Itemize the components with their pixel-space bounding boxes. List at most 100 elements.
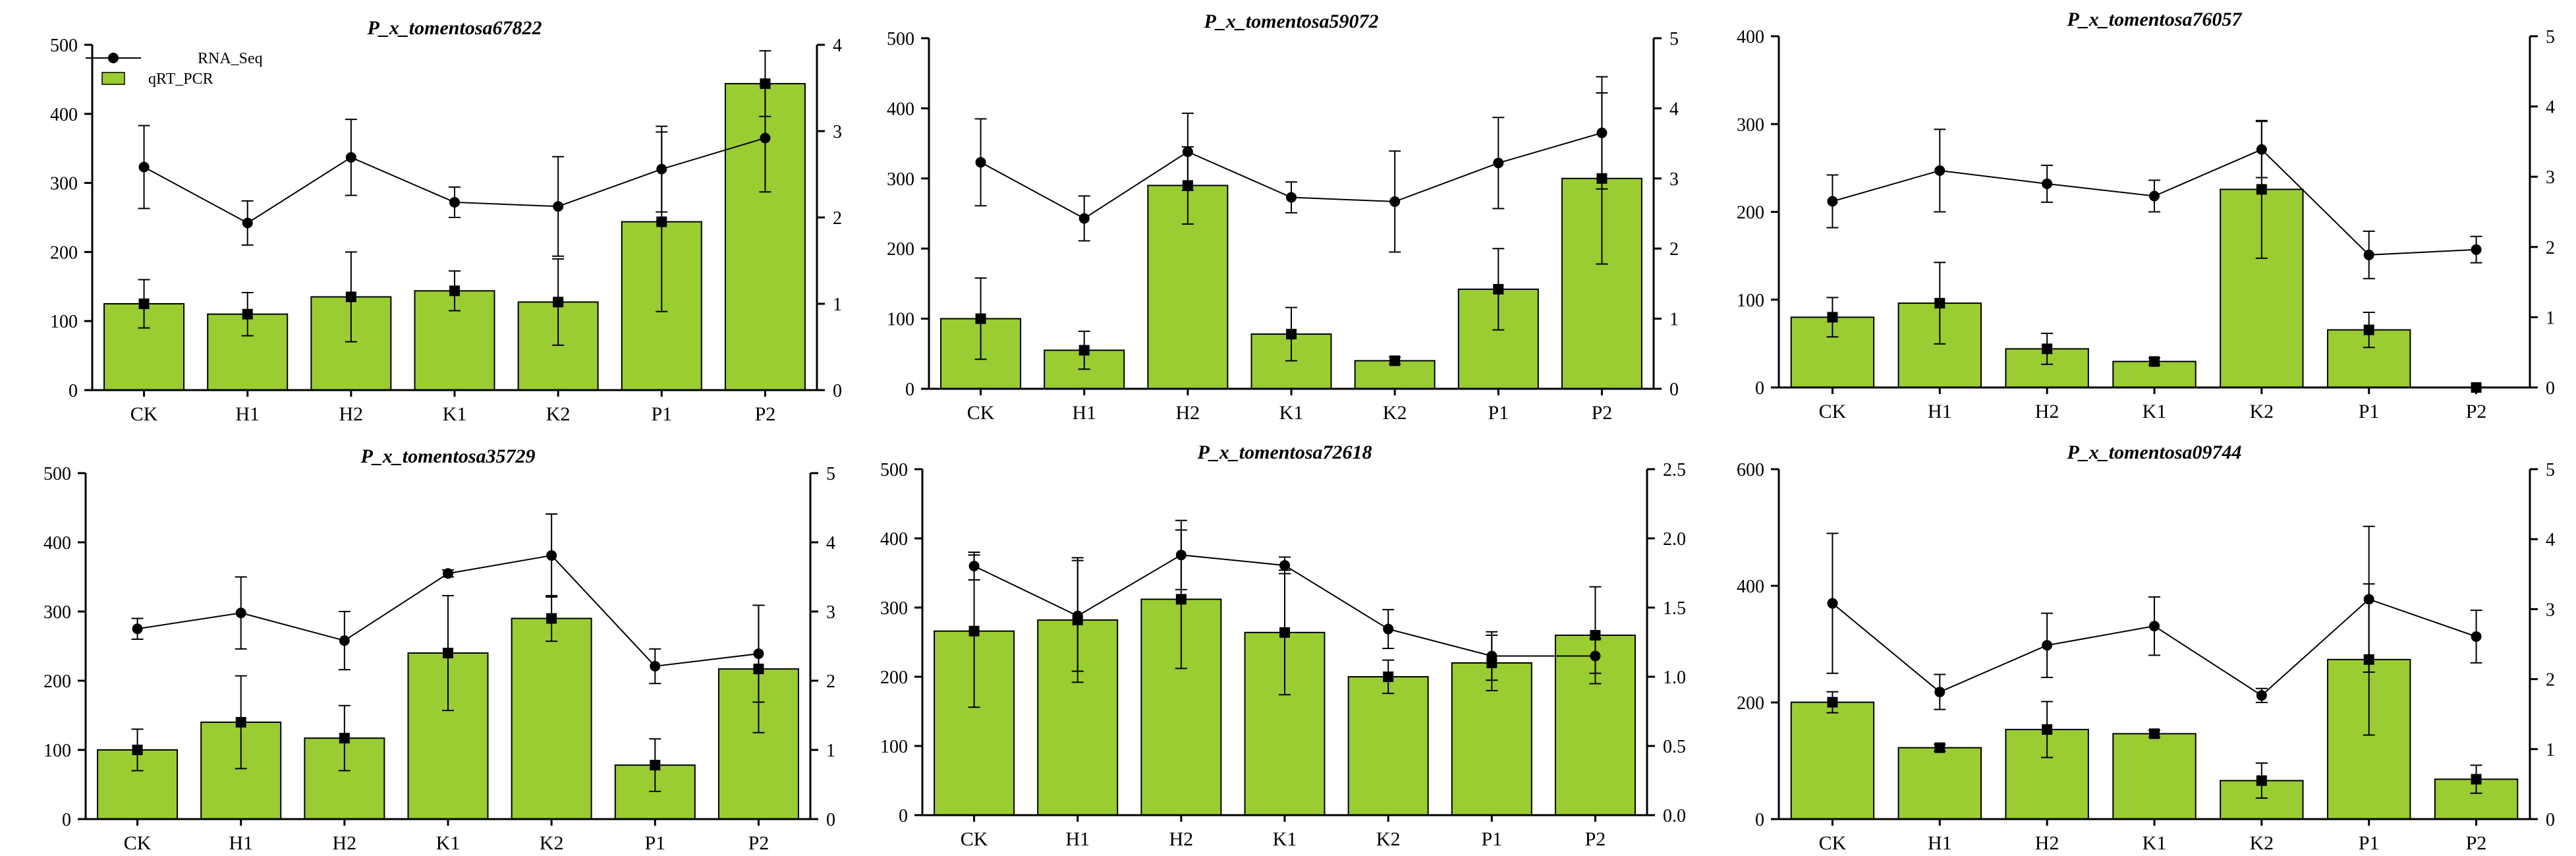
- chart-title: P_x_tomentosa67822: [366, 17, 542, 39]
- qrt-pcr-point: [2149, 356, 2160, 367]
- rna-seq-point: [1590, 650, 1601, 662]
- left-tick-label: 400: [50, 105, 78, 125]
- category-label: K2: [2250, 832, 2274, 854]
- qrt-pcr-point: [2042, 343, 2053, 355]
- rna-seq-point: [339, 635, 350, 646]
- category-label: K2: [1383, 402, 1407, 424]
- category-label: K1: [2142, 832, 2167, 854]
- right-tick-label: 0.5: [1663, 737, 1686, 757]
- qrt-pcr-point: [2149, 728, 2160, 739]
- left-tick-label: 200: [43, 671, 71, 692]
- rna-seq-point: [656, 163, 667, 175]
- right-tick-label: 2: [833, 208, 842, 229]
- rna-seq-point: [1286, 192, 1297, 203]
- category-label: P2: [2466, 832, 2487, 854]
- category-label: P2: [2466, 401, 2487, 422]
- rna-seq-point: [2149, 190, 2160, 202]
- chart-title: P_x_tomentosa59072: [1203, 11, 1378, 32]
- category-label: K1: [2142, 401, 2167, 422]
- qrt-pcr-point: [2363, 324, 2374, 335]
- rna-seq-point: [2363, 249, 2374, 260]
- category-label: CK: [130, 403, 158, 425]
- rna-seq-point: [1072, 610, 1083, 621]
- left-tick-label: 0: [905, 380, 914, 400]
- left-tick-label: 0: [62, 810, 71, 830]
- right-tick-label: 2: [826, 671, 835, 692]
- rna-seq-point: [553, 201, 564, 212]
- qrt-pcr-point: [443, 648, 453, 658]
- qrt-pcr-point: [1175, 594, 1187, 605]
- left-tick-label: 500: [50, 36, 78, 56]
- category-label: P1: [651, 403, 672, 425]
- category-label: CK: [124, 832, 152, 854]
- category-label: CK: [967, 402, 995, 424]
- category-label: P1: [644, 832, 665, 854]
- category-label: H1: [1928, 401, 1952, 422]
- rna-seq-point: [2042, 178, 2053, 189]
- qrt-pcr-bar: [511, 617, 592, 820]
- qrt-pcr-point: [1389, 355, 1401, 366]
- right-tick-label: 3: [2546, 600, 2555, 620]
- legend-bar-swatch: [101, 72, 125, 85]
- right-tick-label: 3: [2546, 167, 2555, 188]
- category-label: K1: [443, 403, 467, 425]
- qrt-pcr-bar: [2005, 729, 2089, 820]
- category-label: P2: [1585, 828, 1606, 850]
- qrt-pcr-point: [1493, 283, 1504, 295]
- category-label: P1: [1481, 828, 1502, 850]
- qrt-pcr-point: [1934, 742, 1946, 753]
- category-label: K2: [546, 403, 571, 425]
- chart-title: P_x_tomentosa72618: [1196, 442, 1372, 463]
- category-label: H2: [1169, 828, 1194, 850]
- qrt-pcr-point: [132, 745, 143, 755]
- right-tick-label: 1: [2546, 308, 2555, 328]
- category-label: H2: [2035, 832, 2059, 854]
- right-tick-label: 5: [826, 464, 835, 484]
- qrt-pcr-point: [138, 299, 150, 309]
- chart-title: P_x_tomentosa09744: [2066, 442, 2241, 463]
- rna-seq-point: [753, 648, 764, 660]
- rna-seq-point: [1389, 196, 1401, 207]
- rna-seq-point: [1383, 623, 1394, 635]
- left-tick-label: 300: [887, 169, 914, 190]
- qrt-pcr-point: [1827, 697, 1838, 708]
- chart-panel-5: P_x_tomentosa72618 0 100 200 300 400 500 0.0 0.5…: [880, 442, 1686, 850]
- right-tick-label: 0: [2546, 378, 2555, 399]
- qrt-pcr-bar: [1790, 701, 1875, 820]
- left-tick-label: 100: [43, 741, 71, 761]
- qrt-pcr-point: [1590, 630, 1601, 641]
- rna-seq-point: [1596, 127, 1608, 138]
- right-tick-label: 4: [826, 533, 835, 554]
- rna-seq-point: [1078, 213, 1090, 224]
- chart-title: P_x_tomentosa76057: [2066, 9, 2242, 30]
- qrt-pcr-bar: [1347, 676, 1429, 816]
- left-tick-label: 500: [880, 460, 908, 480]
- rna-seq-point: [138, 161, 150, 173]
- rna-seq-point: [2256, 690, 2267, 701]
- qrt-pcr-point: [1934, 298, 1946, 309]
- left-tick-label: 400: [1737, 577, 1764, 597]
- rna-seq-point: [235, 608, 246, 619]
- category-label: H1: [1065, 828, 1090, 850]
- right-tick-label: 1.5: [1663, 598, 1686, 619]
- rna-seq-point: [449, 196, 460, 208]
- right-tick-label: 0: [2546, 810, 2555, 830]
- left-tick-label: 100: [880, 737, 908, 757]
- right-tick-label: 1: [1669, 310, 1679, 330]
- right-tick-label: 1: [2546, 740, 2555, 760]
- right-tick-label: 5: [1669, 29, 1679, 49]
- category-label: K1: [436, 832, 461, 854]
- category-label: CK: [1819, 832, 1847, 854]
- qrt-pcr-point: [2256, 775, 2267, 786]
- category-label: K1: [1279, 402, 1304, 424]
- rna-seq-point: [2363, 594, 2374, 605]
- category-label: H2: [2035, 401, 2059, 422]
- rna-seq-point: [1182, 146, 1193, 157]
- left-tick-label: 400: [887, 99, 914, 119]
- qrt-pcr-point: [553, 297, 564, 308]
- qrt-pcr-point: [2471, 774, 2482, 785]
- right-tick-label: 4: [1669, 99, 1679, 119]
- left-tick-label: 500: [887, 29, 914, 49]
- category-label: H1: [229, 832, 253, 854]
